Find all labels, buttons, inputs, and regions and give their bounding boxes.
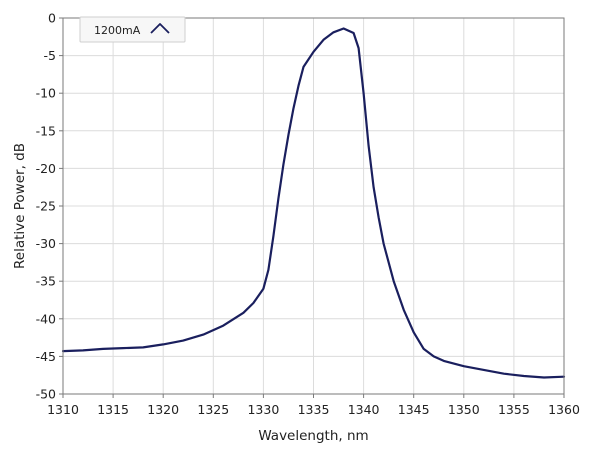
y-axis-label: Relative Power, dB — [12, 143, 28, 269]
x-tick-label: 1330 — [247, 402, 279, 417]
x-tick-label: 1355 — [498, 402, 530, 417]
x-tick-label: 1360 — [548, 402, 580, 417]
legend-line-swatch — [150, 23, 170, 34]
legend-entry-label: 1200mA — [94, 24, 141, 37]
series-line — [61, 27, 566, 379]
y-tick-label: -40 — [36, 311, 56, 326]
x-tick-label: 1340 — [348, 402, 380, 417]
x-axis-label: Wavelength, nm — [258, 428, 368, 444]
x-tick-label: 1345 — [398, 402, 430, 417]
x-tick-label: 1350 — [448, 402, 480, 417]
x-tick-label: 1310 — [47, 402, 79, 417]
legend-box — [79, 16, 186, 43]
x-tick-label: 1315 — [97, 402, 129, 417]
series-layer — [61, 27, 566, 379]
y-tick-label: -35 — [36, 274, 56, 289]
x-tick-label: 1320 — [147, 402, 179, 417]
y-tick-label: 0 — [48, 11, 56, 26]
axis-ticks: 1310 1315 1320 1325 1330 1335 1340 1345 1350 1355… — [36, 11, 580, 418]
y-tick-label: -20 — [36, 161, 56, 176]
y-tick-label: -30 — [36, 236, 56, 251]
y-tick-label: -25 — [36, 199, 56, 214]
y-tick-label: -5 — [44, 48, 56, 63]
x-tick-label: 1325 — [197, 402, 229, 417]
y-tick-label: -50 — [36, 387, 56, 402]
legend: 1200mA — [79, 16, 186, 43]
y-tick-label: -10 — [36, 86, 56, 101]
x-tick-label: 1335 — [298, 402, 330, 417]
y-tick-label: -15 — [36, 123, 56, 138]
y-tick-label: -45 — [36, 349, 56, 364]
